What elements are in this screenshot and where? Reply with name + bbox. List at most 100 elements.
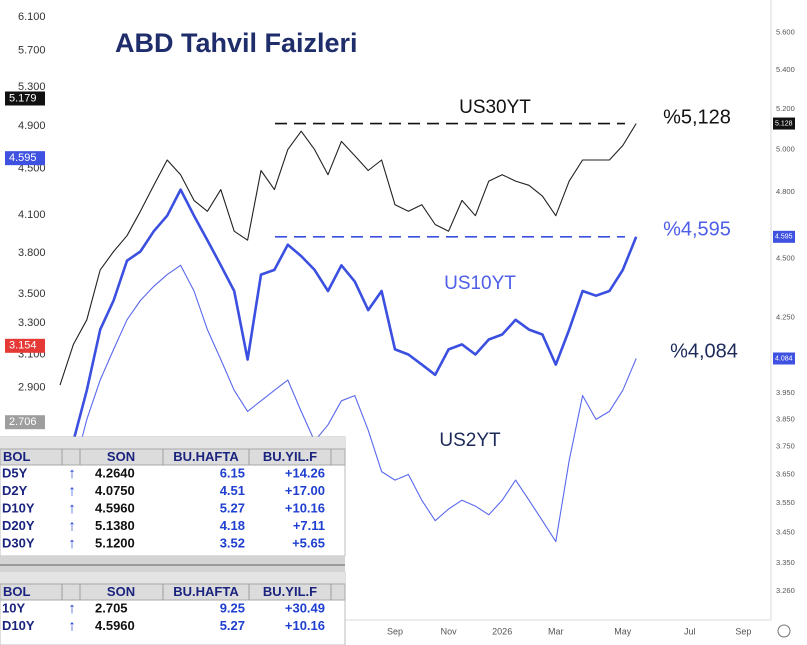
yil-cell: +7.11 (293, 518, 325, 533)
son-cell: 4.2640 (95, 465, 135, 480)
x-tick-label: 2026 (492, 626, 512, 636)
y2-tick-label: 5.200 (776, 104, 795, 113)
yil-cell: +10.16 (285, 618, 325, 633)
price-tag-label: 5.128 (775, 120, 793, 127)
x-tick-label: Jul (684, 626, 696, 636)
y2-tick-label: 4.500 (776, 253, 795, 262)
y2-tick-label: 3.850 (776, 414, 795, 423)
series-line (59, 123, 637, 386)
hafta-cell: 5.27 (220, 618, 245, 633)
y-tick-label: 4.100 (18, 209, 46, 221)
yil-cell: +17.00 (285, 483, 325, 498)
hafta-cell: 3.52 (220, 535, 245, 550)
y-tick-label: 3.800 (18, 247, 46, 259)
price-tag (5, 338, 45, 353)
y2-tick-label: 5.000 (776, 145, 795, 154)
son-cell: 2.705 (95, 600, 128, 615)
table-header (0, 583, 346, 601)
trend-arrow: ↑ (68, 600, 76, 617)
x-tick-label: May (614, 626, 632, 636)
trend-arrow: ↑ (68, 617, 76, 634)
hafta-cell: 4.18 (220, 518, 245, 533)
y2-tick-label: 3.550 (776, 498, 795, 507)
price-tag (5, 91, 45, 106)
price-tag (773, 352, 795, 365)
y-tick-label: 3.300 (18, 317, 46, 329)
symbol-cell: D10Y (2, 500, 35, 515)
yil-cell: +10.16 (285, 500, 325, 515)
y2-tick-label: 3.450 (776, 528, 795, 537)
price-tag-label: 4.595 (775, 234, 793, 241)
series-label: US30YT (459, 97, 531, 118)
settings-icon[interactable] (777, 624, 791, 638)
y2-tick-label: 3.750 (776, 442, 795, 451)
price-tag-label: 3.154 (9, 340, 37, 352)
annotation: %4,084 (670, 340, 738, 362)
trend-arrow: ↑ (68, 517, 76, 534)
symbol-cell: D30Y (2, 535, 35, 550)
price-tag (773, 230, 795, 243)
annotation: %5,128 (663, 106, 731, 128)
y-tick-label: 4.900 (18, 120, 46, 132)
series-label: US2YT (439, 430, 501, 451)
yil-cell: +14.26 (285, 465, 325, 480)
son-cell: 4.0750 (95, 483, 135, 498)
y-tick-label: 2.900 (18, 382, 46, 394)
price-tag-label: 5.179 (9, 92, 37, 104)
y2-tick-label: 3.650 (776, 469, 795, 478)
y2-tick-label: 5.600 (776, 28, 795, 37)
price-tag (773, 117, 795, 130)
price-tag (5, 151, 45, 166)
annotation: %4,595 (663, 218, 731, 240)
price-tag-label: 4.084 (775, 355, 793, 362)
table-top-bar (0, 572, 345, 584)
annotations: %5,128 %4,595 %4,084 (663, 106, 738, 362)
series-label: US10YT (444, 273, 516, 294)
trend-arrow: ↑ (68, 535, 76, 552)
son-cell: 5.1200 (95, 535, 135, 550)
plot-area (58, 122, 638, 543)
y2-tick-label: 3.950 (776, 388, 795, 397)
trend-arrow: ↑ (68, 465, 76, 482)
y2-tick-label: 3.260 (776, 586, 795, 595)
symbol-cell: D10Y (2, 618, 35, 633)
hafta-cell: 4.51 (220, 483, 245, 498)
x-tick-label: Sep (387, 626, 403, 636)
price-tag (5, 415, 45, 430)
table-top-bar (0, 437, 345, 449)
symbol-cell: 10Y (2, 600, 25, 615)
yil-cell: +30.49 (285, 600, 325, 615)
series-line (58, 188, 638, 473)
table-header (0, 448, 346, 466)
table-header-cell: BU.HAFTA (173, 584, 239, 599)
table-header-cell: BOL (3, 584, 31, 599)
y-tick-label: 5.300 (18, 81, 46, 93)
hafta-cell: 6.15 (220, 465, 245, 480)
table-header-cell: BU.YIL.F (263, 584, 317, 599)
y2-tick-label: 5.400 (776, 65, 795, 74)
table-header-cell: SON (107, 584, 135, 599)
price-tag-label: 2.706 (9, 416, 37, 428)
chart-title: ABD Tahvil Faizleri (115, 28, 358, 58)
symbol-cell: D2Y (2, 483, 28, 498)
tables: BOL SON BU.HAFTA BU.YIL.F D5Y ↑ 4.2640 6.15 +14.… (0, 436, 346, 645)
y2-tick-label: 4.250 (776, 312, 795, 321)
yil-cell: +5.65 (292, 535, 325, 550)
table-header-cell: BOL (3, 449, 31, 464)
y-tick-label: 3.500 (18, 288, 46, 300)
x-tick-label: Nov (441, 626, 458, 636)
x-tick-label: Mar (548, 626, 564, 636)
hafta-cell: 5.27 (220, 500, 245, 515)
x-tick-label: Sep (735, 626, 751, 636)
series-line (59, 264, 637, 543)
trend-arrow: ↑ (68, 482, 76, 499)
y2-tick-label: 4.800 (776, 187, 795, 196)
table-header-cell: BU.YIL.F (263, 449, 317, 464)
symbol-cell: D20Y (2, 518, 35, 533)
son-cell: 4.5960 (95, 618, 135, 633)
y-tick-label: 6.100 (18, 11, 46, 23)
hafta-cell: 9.25 (220, 600, 245, 615)
y-tick-label: 4.500 (18, 162, 46, 174)
